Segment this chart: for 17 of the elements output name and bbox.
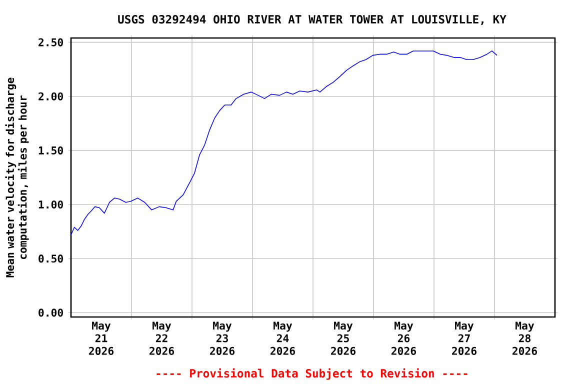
x-tick-label: May 26 2026 bbox=[392, 322, 416, 355]
x-tick-label: May 27 2026 bbox=[452, 322, 476, 355]
x-tick-label: May 28 2026 bbox=[512, 322, 537, 355]
y-axis-title: Mean water velocity for discharge computation, miles per hour bbox=[5, 78, 29, 278]
x-tick-label: May 25 2026 bbox=[331, 322, 356, 355]
y-tick-label: 0.50 bbox=[38, 254, 63, 263]
x-tick-label: May 21 2026 bbox=[89, 322, 114, 355]
y-tick-label: 2.00 bbox=[38, 92, 63, 100]
chart-title: USGS 03292494 OHIO RIVER AT WATER TOWER AT LOUISVILLE, KY bbox=[118, 14, 506, 25]
x-tick-label: May 23 2026 bbox=[210, 322, 234, 355]
x-tick-label: May 22 2026 bbox=[150, 322, 174, 355]
y-tick-label: 1.00 bbox=[38, 200, 63, 209]
y-tick-label: 2.50 bbox=[38, 38, 63, 46]
y-tick-label: 1.50 bbox=[38, 146, 63, 154]
x-tick-label: May 24 2026 bbox=[270, 322, 295, 355]
y-tick-label: 0.00 bbox=[38, 308, 63, 317]
text: ---- Provisional Data Subject to Revision ---- bbox=[156, 368, 468, 380]
